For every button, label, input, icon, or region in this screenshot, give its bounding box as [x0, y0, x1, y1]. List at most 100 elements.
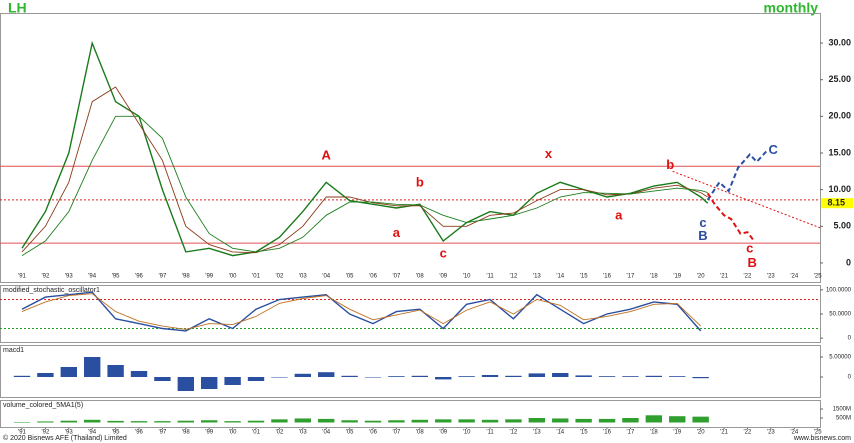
x-tick-label: '19 [673, 274, 681, 280]
x-tick-label: '20 [697, 430, 705, 436]
bar [669, 416, 686, 423]
bar [575, 375, 592, 377]
x-tick-label: '01 [252, 430, 260, 436]
wave-label: b [416, 174, 424, 189]
y-tick-label: 20.00 [828, 111, 851, 121]
y-tick-label: 15.00 [828, 147, 851, 157]
x-tick-label: '17 [627, 274, 635, 280]
x-tick-label: '98 [182, 274, 190, 280]
bar [224, 377, 241, 385]
x-tick-label: '06 [369, 274, 377, 280]
x-tick-label: '12 [510, 274, 518, 280]
panel-title: macd1 [3, 347, 24, 354]
x-tick-label: '18 [650, 274, 658, 280]
copyright: © 2020 Bisnews AFE (Thailand) Limited [3, 434, 127, 442]
x-tick-label: '18 [650, 430, 658, 436]
x-tick-label: '96 [135, 274, 143, 280]
bar [598, 376, 616, 377]
series-line [21, 115, 708, 256]
bar [645, 415, 663, 423]
x-tick-label: '24 [790, 430, 798, 436]
x-tick-label: '01 [252, 274, 260, 280]
bar [411, 419, 429, 423]
x-tick-label: '17 [627, 430, 635, 436]
projection [706, 150, 767, 201]
x-tick-label: '22 [744, 274, 752, 280]
last-price-box [821, 198, 853, 209]
x-tick-label: '20 [697, 274, 705, 280]
x-tick-label: '97 [158, 430, 166, 436]
x-tick-label: '08 [416, 430, 424, 436]
x-tick-label: '93 [65, 430, 73, 436]
y-tick-label: 5.00000 [829, 355, 851, 361]
x-tick-label: '23 [767, 274, 775, 280]
bar [107, 365, 124, 377]
x-tick-label: '03 [299, 274, 307, 280]
wave-label: B [747, 255, 756, 270]
x-tick-label: '19 [673, 430, 681, 436]
bar [271, 377, 288, 378]
wave-label: c [440, 246, 447, 261]
projection [706, 192, 756, 243]
x-tick-label: '11 [486, 430, 494, 436]
y-tick-label: 50.0000 [829, 312, 851, 318]
wave-label: B [698, 228, 707, 243]
bar [224, 421, 241, 423]
bar [318, 418, 335, 423]
bar [247, 377, 265, 381]
bar [341, 375, 358, 377]
bar [201, 420, 218, 423]
x-tick-label: '23 [767, 430, 775, 436]
bar [201, 377, 218, 389]
y-tick-label: 30.00 [828, 37, 851, 47]
x-tick-label: '07 [393, 430, 401, 436]
x-tick-label: '15 [580, 274, 588, 280]
wave-label: b [666, 157, 674, 172]
bar [60, 367, 77, 377]
y-tick-label: 0 [848, 375, 852, 381]
last-price: 8.15 [827, 198, 845, 208]
bar [364, 377, 382, 378]
x-tick-label: '15 [580, 430, 588, 436]
x-tick-label: '91 [18, 430, 26, 436]
bar [692, 416, 709, 423]
x-tick-label: '25 [814, 430, 822, 436]
bar [37, 421, 54, 423]
x-tick-label: '94 [88, 274, 96, 280]
bar [411, 375, 429, 377]
series-line [21, 86, 708, 254]
bar [107, 420, 124, 423]
bar [622, 376, 639, 377]
x-tick-label: '16 [603, 274, 611, 280]
bar [37, 373, 54, 377]
bar [598, 418, 616, 423]
x-tick-label: '02 [276, 430, 284, 436]
x-tick-label: '12 [510, 430, 518, 436]
panel-title: volume_colored_5MA1(5) [3, 402, 83, 409]
bar [458, 376, 475, 377]
y-tick-label: 0 [848, 336, 852, 342]
panel-title: modified_stochastic_oscillator1 [3, 287, 100, 294]
bar [481, 419, 499, 423]
x-tick-label: '13 [533, 430, 541, 436]
bar [692, 377, 709, 379]
bar [388, 376, 405, 377]
x-tick-label: '22 [744, 430, 752, 436]
panel-frame [0, 13, 821, 283]
bar [645, 375, 663, 377]
x-tick-label: '97 [158, 274, 166, 280]
bar [294, 418, 312, 423]
x-tick-label: '05 [346, 430, 354, 436]
bar [154, 377, 171, 381]
bar [505, 375, 522, 377]
y-tick-label: 5.00 [833, 221, 851, 231]
x-tick-label: '02 [276, 274, 284, 280]
panel-frame [0, 400, 821, 428]
x-tick-label: '96 [135, 430, 143, 436]
x-tick-label: '03 [299, 430, 307, 436]
x-tick-label: '16 [603, 430, 611, 436]
bar [505, 419, 522, 423]
bar [622, 418, 639, 423]
bar [575, 418, 592, 423]
